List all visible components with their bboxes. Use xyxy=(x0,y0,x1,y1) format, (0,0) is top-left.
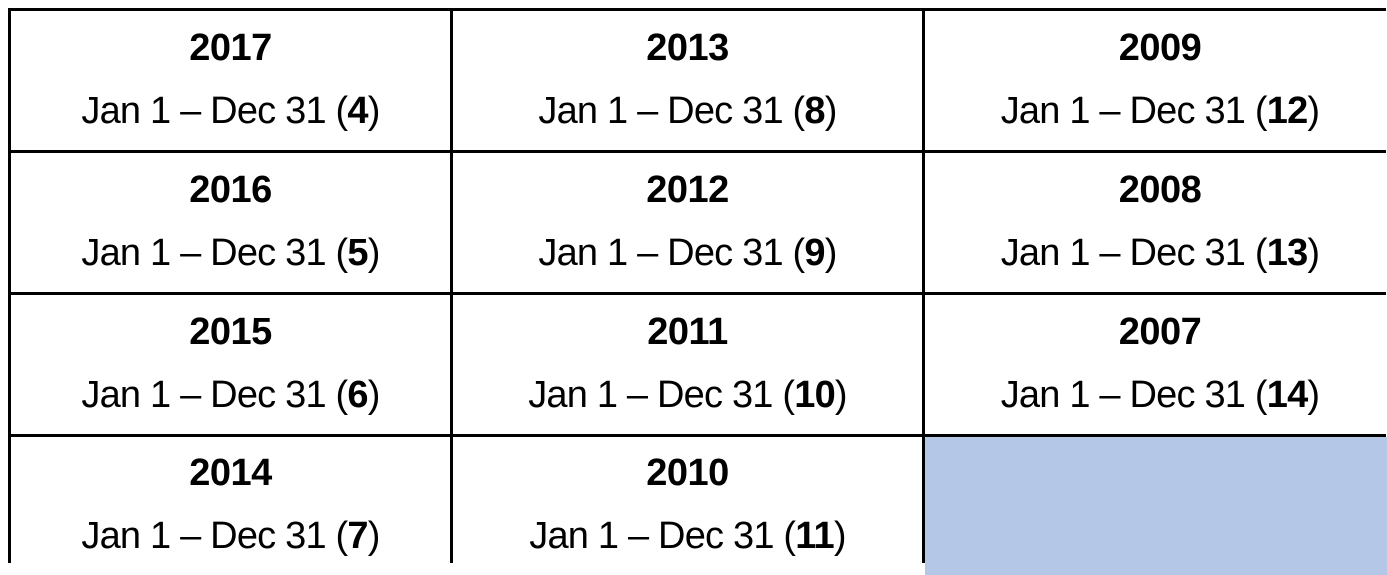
table-cell: 2009 Jan 1 – Dec 31 (12) xyxy=(925,11,1387,150)
range-text: Jan 1 – Dec 31 xyxy=(1000,231,1246,274)
date-range: Jan 1 – Dec 31 (13) xyxy=(1000,231,1320,274)
year-label: 2012 xyxy=(646,168,729,211)
range-text: Jan 1 – Dec 31 xyxy=(81,231,326,274)
year-label: 2017 xyxy=(189,26,272,69)
date-range: Jan 1 – Dec 31 (9) xyxy=(538,231,837,274)
year-label: 2009 xyxy=(1118,26,1202,69)
count: 14 xyxy=(1266,373,1308,416)
count: 6 xyxy=(347,373,368,416)
table-cell: 2015 Jan 1 – Dec 31 (6) xyxy=(11,295,450,434)
table-cell: 2014 Jan 1 – Dec 31 (7) xyxy=(11,437,450,575)
table-cell: 2011 Jan 1 – Dec 31 (10) xyxy=(453,295,922,434)
table-cell: 2017 Jan 1 – Dec 31 (4) xyxy=(11,11,450,150)
range-text: Jan 1 – Dec 31 xyxy=(81,89,326,132)
year-table: 2017 Jan 1 – Dec 31 (4) 2016 Jan 1 – Dec … xyxy=(8,8,1387,575)
count: 11 xyxy=(795,515,834,557)
year-label: 2010 xyxy=(646,452,729,494)
range-text: Jan 1 – Dec 31 xyxy=(528,373,773,416)
range-text: Jan 1 – Dec 31 xyxy=(538,231,783,274)
range-text: Jan 1 – Dec 31 xyxy=(1000,373,1246,416)
year-label: 2013 xyxy=(646,26,729,69)
count: 5 xyxy=(347,231,368,274)
range-text: Jan 1 – Dec 31 xyxy=(529,515,774,557)
date-range: Jan 1 – Dec 31 (6) xyxy=(81,373,380,416)
range-text: Jan 1 – Dec 31 xyxy=(1000,89,1246,132)
count: 10 xyxy=(794,373,835,416)
empty-cell xyxy=(925,437,1387,575)
range-text: Jan 1 – Dec 31 xyxy=(81,373,326,416)
count: 12 xyxy=(1266,89,1308,132)
count: 8 xyxy=(804,89,825,132)
date-range: Jan 1 – Dec 31 (5) xyxy=(81,231,380,274)
count: 4 xyxy=(347,89,368,132)
table-cell: 2013 Jan 1 – Dec 31 (8) xyxy=(453,11,922,150)
table-cell: 2012 Jan 1 – Dec 31 (9) xyxy=(453,153,922,292)
table-cell: 2007 Jan 1 – Dec 31 (14) xyxy=(925,295,1387,434)
date-range: Jan 1 – Dec 31 (11) xyxy=(529,515,846,557)
year-label: 2011 xyxy=(647,310,728,353)
date-range: Jan 1 – Dec 31 (8) xyxy=(538,89,837,132)
table-cell: 2008 Jan 1 – Dec 31 (13) xyxy=(925,153,1387,292)
date-range: Jan 1 – Dec 31 (4) xyxy=(81,89,380,132)
table-cell: 2016 Jan 1 – Dec 31 (5) xyxy=(11,153,450,292)
table-cell: 2010 Jan 1 – Dec 31 (11) xyxy=(453,437,922,575)
date-range: Jan 1 – Dec 31 (7) xyxy=(81,515,380,557)
year-label: 2014 xyxy=(189,452,272,494)
year-label: 2016 xyxy=(189,168,272,211)
year-label: 2015 xyxy=(189,310,272,353)
count: 13 xyxy=(1266,231,1308,274)
year-label: 2008 xyxy=(1118,168,1202,211)
date-range: Jan 1 – Dec 31 (10) xyxy=(528,373,847,416)
range-text: Jan 1 – Dec 31 xyxy=(538,89,783,132)
count: 9 xyxy=(804,231,825,274)
date-range: Jan 1 – Dec 31 (12) xyxy=(1000,89,1320,132)
count: 7 xyxy=(347,515,368,557)
range-text: Jan 1 – Dec 31 xyxy=(81,515,326,557)
year-label: 2007 xyxy=(1118,310,1202,353)
date-range: Jan 1 – Dec 31 (14) xyxy=(1000,373,1320,416)
